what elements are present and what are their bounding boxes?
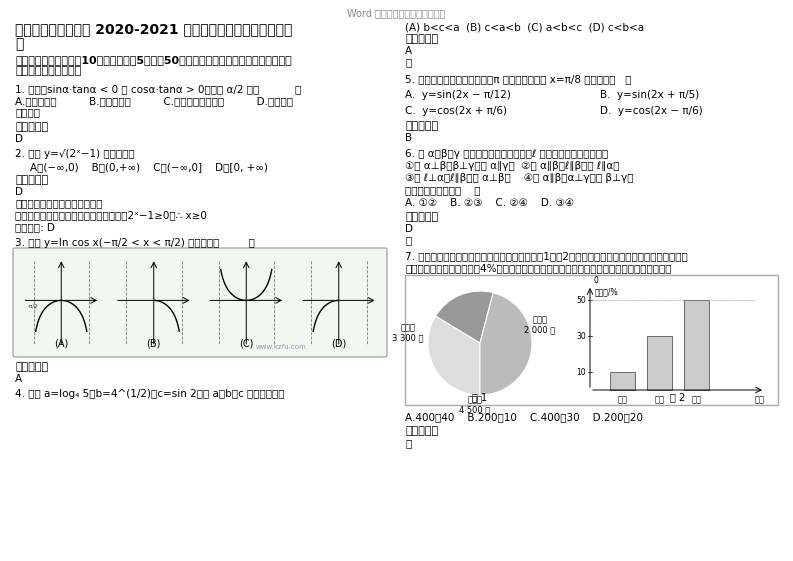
Text: 一、选择题：本大题入10小题，每小题5分，入50分。在每小题给出的四个选项中，只有: 一、选择题：本大题入10小题，每小题5分，入50分。在每小题给出的四个选项中，只… <box>15 55 292 65</box>
Text: 6. 设 α、β、γ 是三个互不重合的平面，ℓ 是直线，给出下列命题：: 6. 设 α、β、γ 是三个互不重合的平面，ℓ 是直线，给出下列命题： <box>405 149 608 159</box>
Text: ①若 α⊥β，β⊥γ，则 α∥γ；  ②若 α∥β，ℓ∥β，则 ℓ∥α，: ①若 α⊥β，β⊥γ，则 α∥γ； ②若 α∥β，ℓ∥β，则 ℓ∥α， <box>405 161 619 171</box>
Text: 三象限角: 三象限角 <box>15 107 40 117</box>
Text: -π/2: -π/2 <box>28 304 39 309</box>
Text: 参考答案：: 参考答案： <box>15 175 48 185</box>
Text: 参考答案：: 参考答案： <box>405 212 438 222</box>
Text: 5. 下列函数中，最小正周期为π 且图像关于直线 x=π/8 对称的是（   ）: 5. 下列函数中，最小正周期为π 且图像关于直线 x=π/8 对称的是（ ） <box>405 74 631 84</box>
Text: A、(−∞,0)    B、(0,+∞)    C、(−∞,0]    D、[0, +∞): A、(−∞,0) B、(0,+∞) C、(−∞,0] D、[0, +∞) <box>30 162 268 172</box>
Text: 其中正确的命题是（    ）: 其中正确的命题是（ ） <box>405 185 481 195</box>
FancyBboxPatch shape <box>13 248 387 357</box>
Text: A.第一象限角          B.第二象限角          C.第一或第二象限角          D.第一或第: A.第一象限角 B.第二象限角 C.第一或第二象限角 D.第一或第 <box>15 96 293 106</box>
Wedge shape <box>480 293 532 395</box>
Text: 小学: 小学 <box>618 395 627 404</box>
Text: 2. 函数 y=√(2ˣ−1) 的定义域是: 2. 函数 y=√(2ˣ−1) 的定义域是 <box>15 149 135 159</box>
Text: 近视率/%: 近视率/% <box>595 287 619 296</box>
Wedge shape <box>435 291 493 343</box>
Text: 参考答案：: 参考答案： <box>405 426 438 436</box>
Text: 析: 析 <box>15 37 23 51</box>
Text: B.  y=sin(2x + π/5): B. y=sin(2x + π/5) <box>600 90 699 100</box>
Text: A.400　40    B.200　10    C.400　30    D.200　20: A.400 40 B.200 10 C.400 30 D.200 20 <box>405 412 643 422</box>
Text: 图 1: 图 1 <box>473 392 488 402</box>
Text: C.  y=cos(2x + π/6): C. y=cos(2x + π/6) <box>405 106 507 116</box>
Text: D: D <box>15 134 23 144</box>
Text: (D): (D) <box>331 338 347 348</box>
Text: 年级: 年级 <box>755 395 765 404</box>
Text: 参考答案：: 参考答案： <box>15 122 48 132</box>
Text: 10: 10 <box>577 367 586 376</box>
Bar <box>405 275 778 405</box>
Text: 【知识点】函数的定义域与値域: 【知识点】函数的定义域与値域 <box>15 198 102 208</box>
Text: 参考答案：: 参考答案： <box>405 34 438 44</box>
Bar <box>684 300 709 390</box>
Text: 【试题解析】要使函数有意义，需满足：2ˣ−1≥0，∴ x≥0: 【试题解析】要使函数有意义，需满足：2ˣ−1≥0，∴ x≥0 <box>15 210 207 220</box>
Text: 初中: 初中 <box>654 395 665 404</box>
Text: 略: 略 <box>405 438 412 448</box>
Text: 初中生
4 500 名: 初中生 4 500 名 <box>459 396 491 415</box>
Text: 4. 已知 a=log₄ 5，b=4^(1/2)，c=sin 2，则 a、b、c 的大小关系是: 4. 已知 a=log₄ 5，b=4^(1/2)，c=sin 2，则 a、b、c… <box>15 389 285 399</box>
Wedge shape <box>428 316 480 395</box>
Text: 高中: 高中 <box>691 395 702 404</box>
Text: www.kzfu.com: www.kzfu.com <box>256 344 307 350</box>
Bar <box>610 372 635 390</box>
Text: Word 文档下载后（可任意编辑）: Word 文档下载后（可任意编辑） <box>347 8 445 18</box>
Text: 略: 略 <box>405 235 412 245</box>
Text: D.  y=cos(2x − π/6): D. y=cos(2x − π/6) <box>600 106 703 116</box>
Text: (B): (B) <box>147 338 161 348</box>
Text: 故答案为: D: 故答案为: D <box>15 222 55 232</box>
Text: (A) b<c<a  (B) c<a<b  (C) a<b<c  (D) c<b<a: (A) b<c<a (B) c<a<b (C) a<b<c (D) c<b<a <box>405 22 644 32</box>
Text: (A): (A) <box>54 338 68 348</box>
Text: 略: 略 <box>405 57 412 67</box>
Text: 30: 30 <box>577 332 586 341</box>
Text: A: A <box>15 374 22 384</box>
Text: (C): (C) <box>239 338 254 348</box>
Text: B: B <box>405 133 412 143</box>
Text: 7. 已知某地区中小学生人数和近视情况分别如图1和图2所示。为了解该地区中小学生的近视形成原: 7. 已知某地区中小学生人数和近视情况分别如图1和图2所示。为了解该地区中小学生… <box>405 251 688 261</box>
Bar <box>647 336 672 390</box>
Text: 因，用分层抖样的方法抜厖4%的学生进行调查，则样本容量和抜取的高中生近视人数分别为）: 因，用分层抖样的方法抜厖4%的学生进行调查，则样本容量和抜取的高中生近视人数分别… <box>405 263 672 273</box>
Text: 1. 如果：sinα·tanα < 0 且 cosα·tanα > 0，则角 α/2 为（           ）: 1. 如果：sinα·tanα < 0 且 cosα·tanα > 0，则角 α… <box>15 84 301 94</box>
Text: 小学生
3 300 名: 小学生 3 300 名 <box>393 323 423 343</box>
Text: 参考答案：: 参考答案： <box>15 362 48 372</box>
Text: 3. 函数 y=ln cos x(−π/2 < x < π/2) 的图象是（         ）: 3. 函数 y=ln cos x(−π/2 < x < π/2) 的图象是（ ） <box>15 238 255 248</box>
Text: 50: 50 <box>577 296 586 305</box>
Text: ③若 ℓ⊥α，ℓ∥β，则 α⊥β；    ④若 α∥β，α⊥γ，则 β⊥γ。: ③若 ℓ⊥α，ℓ∥β，则 α⊥β； ④若 α∥β，α⊥γ，则 β⊥γ。 <box>405 173 634 183</box>
Text: 高中生
2 000 名: 高中生 2 000 名 <box>524 315 556 335</box>
Text: 0: 0 <box>593 276 598 285</box>
Text: A: A <box>405 46 412 56</box>
Text: D: D <box>15 187 23 197</box>
Text: 是一个符合题目要求的: 是一个符合题目要求的 <box>15 66 81 76</box>
Text: 参考答案：: 参考答案： <box>405 121 438 131</box>
Text: D: D <box>405 224 413 234</box>
Text: A.  y=sin(2x − π/12): A. y=sin(2x − π/12) <box>405 90 511 100</box>
Text: A. ①②    B. ②③    C. ②④    D. ③④: A. ①② B. ②③ C. ②④ D. ③④ <box>405 198 574 208</box>
Text: 图 2: 图 2 <box>670 392 685 402</box>
Text: 北京怀柔县北房中学 2020-2021 学年高一数学文月考试题含解: 北京怀柔县北房中学 2020-2021 学年高一数学文月考试题含解 <box>15 22 293 36</box>
